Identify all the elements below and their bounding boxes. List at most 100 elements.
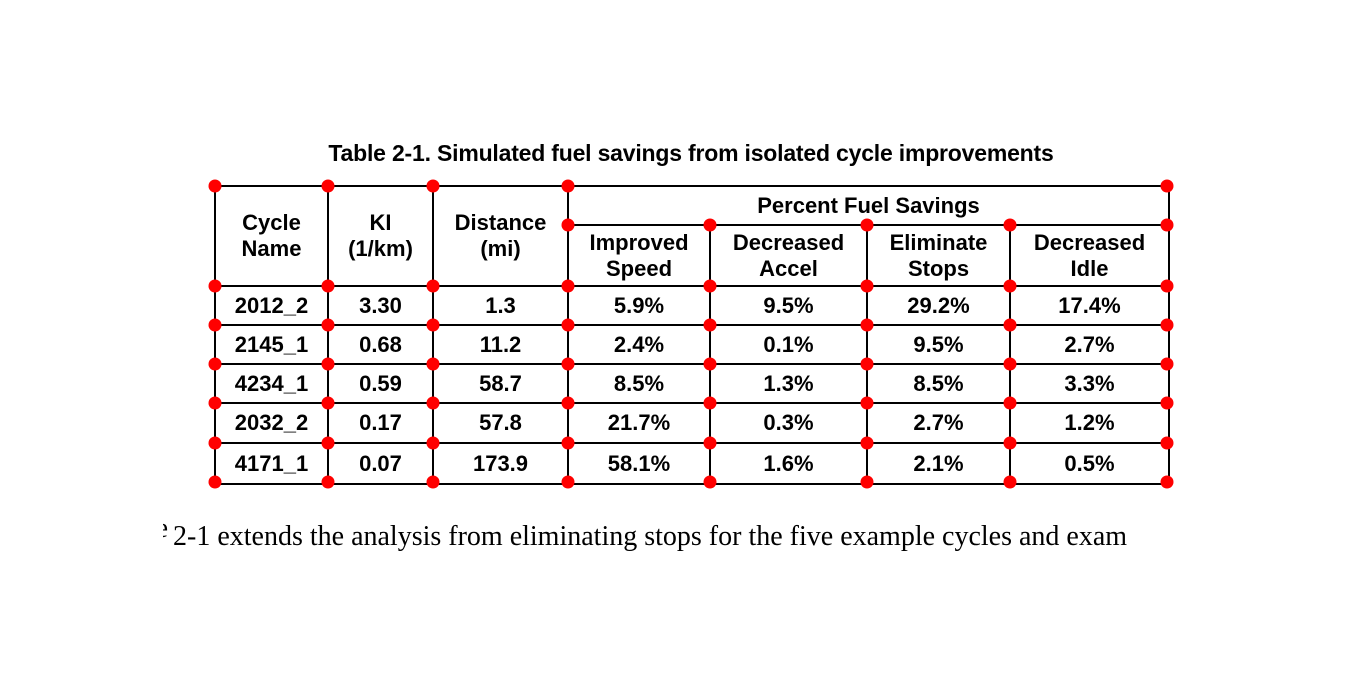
header-eliminate-stops: Eliminate Stops bbox=[868, 226, 1011, 287]
header-line: Cycle bbox=[242, 210, 301, 236]
grid-marker-dot[interactable] bbox=[703, 318, 717, 332]
table-cell: 2.1% bbox=[868, 444, 1011, 483]
grid-marker-dot[interactable] bbox=[561, 357, 575, 371]
grid-marker-dot[interactable] bbox=[703, 396, 717, 410]
table-cell: 1.3% bbox=[711, 365, 868, 404]
table-cell: 21.7% bbox=[569, 404, 711, 444]
grid-marker-dot[interactable] bbox=[561, 179, 575, 193]
grid-marker-dot[interactable] bbox=[321, 357, 335, 371]
grid-marker-dot[interactable] bbox=[1003, 218, 1017, 232]
grid-marker-dot[interactable] bbox=[1160, 279, 1174, 293]
grid-marker-dot[interactable] bbox=[561, 318, 575, 332]
grid-marker-dot[interactable] bbox=[208, 475, 222, 489]
header-line: Accel bbox=[759, 255, 818, 281]
header-distance: Distance (mi) bbox=[434, 187, 569, 287]
grid-marker-dot[interactable] bbox=[1160, 218, 1174, 232]
grid-marker-dot[interactable] bbox=[426, 436, 440, 450]
table-caption: Table 2-1. Simulated fuel savings from i… bbox=[328, 140, 1054, 166]
header-line: Eliminate bbox=[889, 229, 988, 255]
table-cell: 1.3 bbox=[434, 287, 569, 326]
grid-marker-dot[interactable] bbox=[208, 436, 222, 450]
grid-marker-dot[interactable] bbox=[208, 318, 222, 332]
table-cell: 0.68 bbox=[329, 326, 434, 365]
grid-marker-dot[interactable] bbox=[1160, 396, 1174, 410]
grid-marker-dot[interactable] bbox=[1160, 179, 1174, 193]
grid-marker-dot[interactable] bbox=[208, 279, 222, 293]
grid-marker-dot[interactable] bbox=[703, 436, 717, 450]
table-cell: 58.1% bbox=[569, 444, 711, 483]
table-cell: 1.6% bbox=[711, 444, 868, 483]
table-cell: 0.07 bbox=[329, 444, 434, 483]
grid-marker-dot[interactable] bbox=[703, 279, 717, 293]
grid-marker-dot[interactable] bbox=[321, 396, 335, 410]
grid-marker-dot[interactable] bbox=[860, 475, 874, 489]
grid-marker-dot[interactable] bbox=[703, 218, 717, 232]
grid-marker-dot[interactable] bbox=[1003, 318, 1017, 332]
grid-marker-dot[interactable] bbox=[208, 179, 222, 193]
grid-marker-dot[interactable] bbox=[1003, 357, 1017, 371]
grid-marker-dot[interactable] bbox=[321, 279, 335, 293]
grid-marker-dot[interactable] bbox=[703, 475, 717, 489]
grid-marker-dot[interactable] bbox=[860, 279, 874, 293]
header-line: Stops bbox=[907, 255, 970, 281]
grid-marker-dot[interactable] bbox=[426, 179, 440, 193]
grid-marker-dot[interactable] bbox=[1160, 475, 1174, 489]
table-cell: 1.2% bbox=[1011, 404, 1168, 444]
grid-marker-dot[interactable] bbox=[321, 436, 335, 450]
grid-marker-dot[interactable] bbox=[426, 475, 440, 489]
grid-marker-dot[interactable] bbox=[426, 318, 440, 332]
grid-marker-dot[interactable] bbox=[561, 218, 575, 232]
body-text-line: e2-1 extends the analysis from eliminati… bbox=[163, 513, 1127, 553]
header-line: (1/km) bbox=[348, 236, 413, 261]
grid-marker-dot[interactable] bbox=[426, 357, 440, 371]
table-cell: 3.3% bbox=[1011, 365, 1168, 404]
grid-marker-dot[interactable] bbox=[1160, 436, 1174, 450]
grid-marker-dot[interactable] bbox=[1003, 475, 1017, 489]
grid-marker-dot[interactable] bbox=[561, 436, 575, 450]
table-cell: 9.5% bbox=[868, 326, 1011, 365]
grid-marker-dot[interactable] bbox=[426, 279, 440, 293]
grid-marker-dot[interactable] bbox=[208, 357, 222, 371]
grid-marker-dot[interactable] bbox=[561, 475, 575, 489]
grid-marker-dot[interactable] bbox=[208, 396, 222, 410]
header-line: Improved bbox=[589, 229, 689, 255]
header-line: Decreased bbox=[1033, 229, 1146, 255]
table-cell: 0.1% bbox=[711, 326, 868, 365]
grid-marker-dot[interactable] bbox=[860, 318, 874, 332]
table-cell: 0.5% bbox=[1064, 450, 1115, 476]
table-cell: 173.9 bbox=[434, 444, 569, 483]
grid-marker-dot[interactable] bbox=[1003, 396, 1017, 410]
header-line: Percent Fuel Savings bbox=[757, 192, 980, 218]
table-cell: 2145_1 bbox=[216, 326, 329, 365]
grid-marker-dot[interactable] bbox=[321, 475, 335, 489]
grid-marker-dot[interactable] bbox=[860, 357, 874, 371]
header-decreased-idle: Decreased Idle bbox=[1011, 226, 1168, 287]
header-line: Distance bbox=[454, 210, 547, 236]
header-line: Decreased bbox=[732, 229, 845, 255]
grid-marker-dot[interactable] bbox=[561, 396, 575, 410]
body-text: 2-1 extends the analysis from eliminatin… bbox=[173, 521, 1128, 552]
grid-marker-dot[interactable] bbox=[1003, 279, 1017, 293]
grid-marker-dot[interactable] bbox=[860, 436, 874, 450]
grid-marker-dot[interactable] bbox=[1160, 318, 1174, 332]
table-cell: 8.5% bbox=[569, 365, 711, 404]
table-cell: 0.3% bbox=[711, 404, 868, 444]
grid-marker-dot[interactable] bbox=[321, 179, 335, 193]
grid-marker-dot[interactable] bbox=[1003, 436, 1017, 450]
table-cell: 0.17 bbox=[329, 404, 434, 444]
table-cell: 4171_1 bbox=[216, 444, 329, 483]
table-cell: 8.5% bbox=[868, 365, 1011, 404]
grid-marker-dot[interactable] bbox=[1160, 357, 1174, 371]
header-line: Idle bbox=[1070, 255, 1109, 281]
grid-marker-dot[interactable] bbox=[703, 357, 717, 371]
table-cell: 11.2 bbox=[434, 326, 569, 365]
table-cell: 2032_2 bbox=[216, 404, 329, 444]
table-cell: 5.9% bbox=[569, 287, 711, 326]
grid-marker-dot[interactable] bbox=[860, 396, 874, 410]
grid-marker-dot[interactable] bbox=[321, 318, 335, 332]
grid-marker-dot[interactable] bbox=[426, 396, 440, 410]
grid-marker-dot[interactable] bbox=[860, 218, 874, 232]
grid-marker-dot[interactable] bbox=[561, 279, 575, 293]
table-cell: 2.4% bbox=[569, 326, 711, 365]
